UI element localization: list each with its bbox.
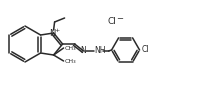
Text: Cl: Cl xyxy=(108,17,117,26)
Text: −: − xyxy=(116,14,123,23)
Text: N: N xyxy=(49,29,56,37)
Text: CH₃: CH₃ xyxy=(65,45,76,51)
Text: CH₃: CH₃ xyxy=(65,59,76,64)
Text: N: N xyxy=(81,46,87,55)
Text: +: + xyxy=(54,28,59,33)
Text: Cl: Cl xyxy=(142,45,149,54)
Text: NH: NH xyxy=(94,46,106,55)
